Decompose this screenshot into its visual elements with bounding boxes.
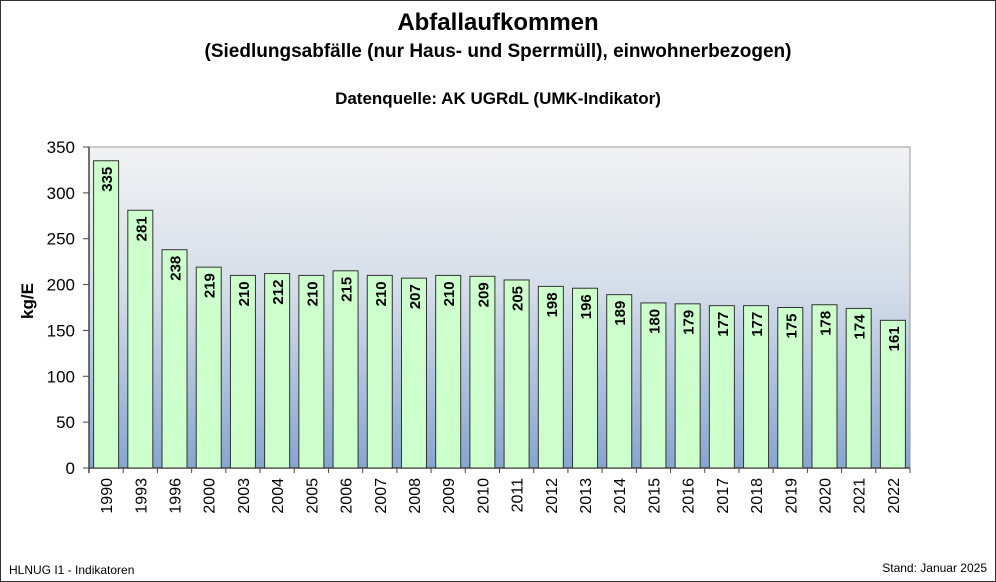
x-tick-label: 2000 — [202, 478, 219, 514]
x-tick-label: 1996 — [168, 478, 185, 514]
data-label: 189 — [612, 301, 629, 326]
data-label: 179 — [681, 310, 698, 335]
bar — [469, 275, 496, 469]
bar — [127, 209, 154, 469]
data-label: 219 — [202, 273, 219, 298]
data-label: 210 — [441, 281, 458, 306]
data-label: 174 — [852, 314, 869, 340]
data-label: 209 — [475, 282, 492, 307]
x-tick-label: 2003 — [236, 478, 253, 514]
bar — [845, 307, 872, 469]
bar — [93, 160, 120, 469]
bar — [537, 285, 564, 469]
data-label: 161 — [886, 326, 903, 351]
x-tick-label: 1990 — [99, 478, 116, 514]
data-label: 335 — [99, 167, 116, 192]
x-tick-label: 2010 — [475, 478, 492, 514]
data-label: 215 — [339, 277, 356, 302]
y-tick-label: 350 — [47, 138, 75, 157]
y-tick-label: 300 — [47, 184, 75, 203]
data-label: 205 — [510, 286, 527, 311]
bar — [195, 266, 222, 469]
x-tick-label: 2016 — [681, 478, 698, 514]
x-tick-label: 2017 — [715, 478, 732, 514]
x-tick-label: 2018 — [749, 478, 766, 514]
bar — [264, 273, 291, 469]
x-tick-label: 2005 — [304, 478, 321, 514]
x-tick-label: 2020 — [817, 478, 834, 514]
data-label: 210 — [304, 281, 321, 306]
x-tick-label: 2007 — [373, 478, 390, 514]
y-tick-label: 250 — [47, 230, 75, 249]
x-tick-label: 2006 — [339, 478, 356, 514]
x-tick-label: 2008 — [407, 478, 424, 514]
bar — [674, 303, 701, 469]
bar — [606, 294, 633, 469]
data-label: 281 — [133, 216, 150, 241]
y-tick-label: 150 — [47, 321, 75, 340]
x-tick-label: 2014 — [612, 478, 629, 514]
data-label: 175 — [783, 314, 800, 339]
bar — [298, 274, 325, 469]
footer-date: Stand: Januar 2025 — [882, 561, 987, 575]
bar — [400, 277, 427, 469]
data-label: 210 — [236, 281, 253, 306]
x-tick-label: 2022 — [886, 478, 903, 514]
bar — [161, 249, 188, 469]
bar — [332, 270, 359, 469]
data-label: 180 — [646, 309, 663, 334]
bar — [743, 305, 770, 469]
x-tick-label: 2004 — [270, 478, 287, 514]
y-axis-label: kg/E — [18, 283, 37, 319]
bar — [503, 279, 530, 469]
x-tick-label: 1993 — [133, 478, 150, 514]
y-tick-label: 50 — [56, 413, 75, 432]
data-label: 177 — [715, 312, 732, 337]
x-tick-label: 2009 — [441, 478, 458, 514]
data-source: Datenquelle: AK UGRdL (UMK-Indikator) — [335, 89, 661, 108]
x-tick-label: 2011 — [510, 478, 527, 513]
x-tick-label: 2021 — [852, 478, 869, 514]
data-label: 238 — [168, 256, 185, 281]
y-tick-label: 0 — [66, 459, 75, 478]
bar — [435, 274, 462, 469]
data-label: 207 — [407, 284, 424, 309]
x-tick-label: 2015 — [646, 478, 663, 514]
data-label: 212 — [270, 280, 287, 305]
bar — [640, 302, 667, 469]
bar — [811, 304, 838, 469]
data-label: 178 — [817, 311, 834, 336]
x-tick-label: 2019 — [783, 478, 800, 514]
data-label: 177 — [749, 312, 766, 337]
y-tick-label: 200 — [47, 276, 75, 295]
chart-title: Abfallaufkommen — [397, 9, 599, 36]
plot-area — [88, 146, 911, 469]
data-label: 196 — [578, 294, 595, 319]
data-label: 210 — [373, 281, 390, 306]
footer-publisher: HLNUG I1 - Indikatoren — [9, 563, 135, 577]
bar — [572, 287, 599, 469]
data-label: 198 — [544, 292, 561, 317]
bar — [366, 274, 393, 469]
bar — [777, 307, 804, 469]
x-tick-label: 2012 — [544, 478, 561, 514]
bar — [708, 305, 735, 469]
bar — [229, 274, 256, 469]
chart-subtitle: (Siedlungsabfälle (nur Haus- und Sperrmü… — [204, 41, 792, 62]
x-tick-label: 2013 — [578, 478, 595, 514]
bar — [879, 319, 906, 469]
y-tick-label: 100 — [47, 367, 75, 386]
